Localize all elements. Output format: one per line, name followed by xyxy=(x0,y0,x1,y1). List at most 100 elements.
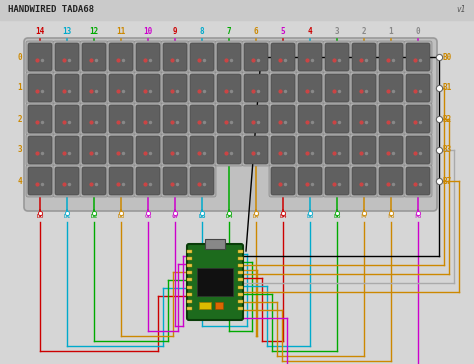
Text: 13: 13 xyxy=(63,27,72,36)
FancyBboxPatch shape xyxy=(82,43,106,71)
Text: 0: 0 xyxy=(416,27,420,36)
Bar xyxy=(187,293,192,296)
FancyBboxPatch shape xyxy=(107,134,135,166)
FancyBboxPatch shape xyxy=(296,103,324,135)
Text: D7: D7 xyxy=(252,214,260,219)
FancyBboxPatch shape xyxy=(134,41,162,73)
FancyBboxPatch shape xyxy=(190,74,214,102)
FancyBboxPatch shape xyxy=(190,105,214,133)
FancyBboxPatch shape xyxy=(350,103,378,135)
FancyBboxPatch shape xyxy=(271,136,295,164)
Bar xyxy=(187,264,192,267)
Text: D0: D0 xyxy=(36,214,44,219)
FancyBboxPatch shape xyxy=(188,103,216,135)
Text: B1: B1 xyxy=(443,83,452,92)
Text: D5: D5 xyxy=(198,214,206,219)
FancyBboxPatch shape xyxy=(404,103,432,135)
Text: HANDWIRED TADA68: HANDWIRED TADA68 xyxy=(8,5,94,15)
FancyBboxPatch shape xyxy=(24,38,437,211)
FancyBboxPatch shape xyxy=(271,167,295,195)
Bar xyxy=(238,293,243,296)
Text: C6: C6 xyxy=(144,214,152,219)
FancyBboxPatch shape xyxy=(350,72,378,104)
FancyBboxPatch shape xyxy=(80,134,108,166)
Text: 6: 6 xyxy=(254,27,258,36)
Bar xyxy=(215,302,223,309)
FancyBboxPatch shape xyxy=(244,136,268,164)
FancyBboxPatch shape xyxy=(190,167,214,195)
FancyBboxPatch shape xyxy=(269,134,297,166)
Bar xyxy=(187,307,192,310)
FancyBboxPatch shape xyxy=(26,41,54,73)
FancyBboxPatch shape xyxy=(244,74,268,102)
FancyBboxPatch shape xyxy=(404,134,432,166)
FancyBboxPatch shape xyxy=(136,167,160,195)
FancyBboxPatch shape xyxy=(136,105,160,133)
Text: B4: B4 xyxy=(279,214,287,219)
FancyBboxPatch shape xyxy=(161,103,189,135)
FancyBboxPatch shape xyxy=(217,105,241,133)
FancyBboxPatch shape xyxy=(107,41,135,73)
FancyBboxPatch shape xyxy=(352,136,376,164)
FancyBboxPatch shape xyxy=(379,136,403,164)
FancyBboxPatch shape xyxy=(107,72,135,104)
FancyBboxPatch shape xyxy=(215,134,243,166)
FancyBboxPatch shape xyxy=(55,136,79,164)
FancyBboxPatch shape xyxy=(80,72,108,104)
FancyBboxPatch shape xyxy=(188,41,216,73)
Text: 5: 5 xyxy=(281,27,285,36)
FancyBboxPatch shape xyxy=(242,134,270,166)
FancyBboxPatch shape xyxy=(217,74,241,102)
FancyBboxPatch shape xyxy=(188,134,216,166)
FancyBboxPatch shape xyxy=(163,105,187,133)
FancyBboxPatch shape xyxy=(244,105,268,133)
FancyBboxPatch shape xyxy=(55,74,79,102)
Bar xyxy=(0,0,474,20)
FancyBboxPatch shape xyxy=(379,105,403,133)
Bar xyxy=(238,278,243,281)
Text: 8: 8 xyxy=(200,27,204,36)
FancyBboxPatch shape xyxy=(242,103,270,135)
Bar xyxy=(238,264,243,267)
FancyBboxPatch shape xyxy=(80,41,108,73)
FancyBboxPatch shape xyxy=(190,43,214,71)
FancyBboxPatch shape xyxy=(136,43,160,71)
FancyBboxPatch shape xyxy=(244,43,268,71)
Text: B2: B2 xyxy=(443,115,452,123)
Text: D2: D2 xyxy=(90,214,98,219)
FancyBboxPatch shape xyxy=(352,43,376,71)
FancyBboxPatch shape xyxy=(109,167,133,195)
Text: 10: 10 xyxy=(143,27,153,36)
FancyBboxPatch shape xyxy=(269,103,297,135)
FancyBboxPatch shape xyxy=(406,74,430,102)
FancyBboxPatch shape xyxy=(134,103,162,135)
Bar xyxy=(187,285,192,289)
FancyBboxPatch shape xyxy=(298,167,322,195)
FancyBboxPatch shape xyxy=(271,43,295,71)
FancyBboxPatch shape xyxy=(82,74,106,102)
FancyBboxPatch shape xyxy=(80,103,108,135)
FancyBboxPatch shape xyxy=(215,41,243,73)
FancyBboxPatch shape xyxy=(406,136,430,164)
Text: B7: B7 xyxy=(443,177,452,186)
Text: D3: D3 xyxy=(117,214,125,219)
FancyBboxPatch shape xyxy=(55,105,79,133)
FancyBboxPatch shape xyxy=(136,136,160,164)
Bar xyxy=(187,271,192,274)
FancyBboxPatch shape xyxy=(109,43,133,71)
Bar xyxy=(199,302,211,309)
FancyBboxPatch shape xyxy=(163,43,187,71)
FancyBboxPatch shape xyxy=(26,103,54,135)
FancyBboxPatch shape xyxy=(107,165,135,197)
Text: 1: 1 xyxy=(389,27,393,36)
FancyBboxPatch shape xyxy=(377,72,405,104)
FancyBboxPatch shape xyxy=(28,167,52,195)
Bar xyxy=(238,300,243,303)
Text: F5: F5 xyxy=(414,214,422,219)
Text: B5: B5 xyxy=(306,214,314,219)
FancyBboxPatch shape xyxy=(242,41,270,73)
FancyBboxPatch shape xyxy=(377,103,405,135)
FancyBboxPatch shape xyxy=(163,136,187,164)
Bar xyxy=(197,268,233,296)
FancyBboxPatch shape xyxy=(161,134,189,166)
